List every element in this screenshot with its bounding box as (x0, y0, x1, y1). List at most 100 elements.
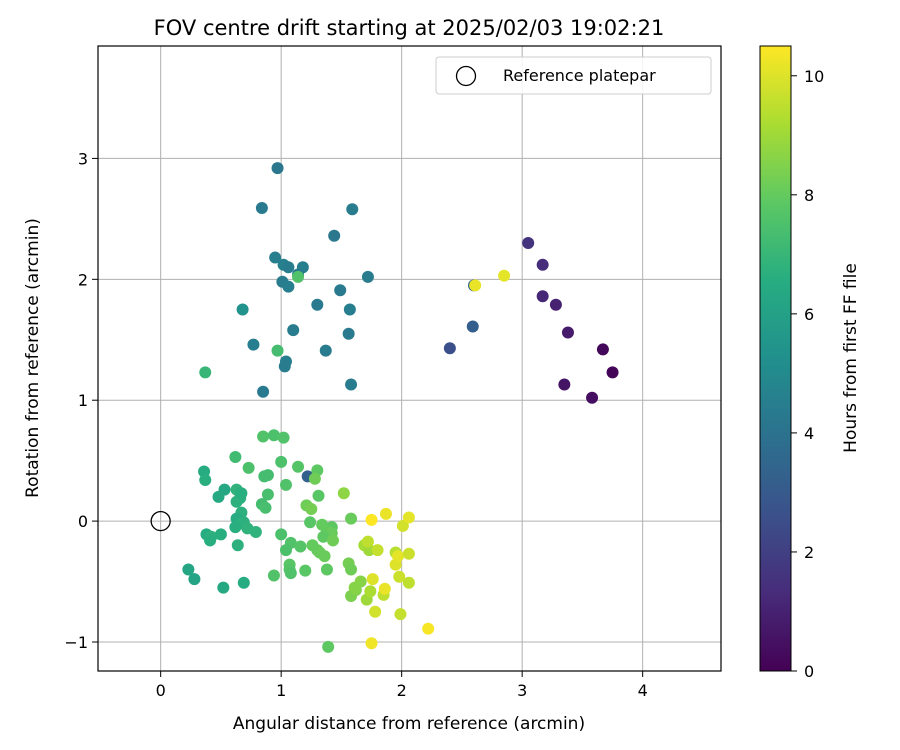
scatter-point (304, 516, 317, 529)
scatter-point (328, 229, 341, 242)
legend: Reference platepar (435, 56, 712, 95)
scatter-point (334, 284, 347, 297)
scatter-point (275, 528, 288, 541)
scatter-point (299, 564, 312, 577)
scatter-point (318, 550, 331, 563)
scatter-point (231, 539, 244, 552)
scatter-point (319, 344, 332, 357)
scatter-point (214, 528, 227, 541)
scatter-point (346, 203, 359, 216)
x-tick-label: 3 (517, 681, 527, 700)
plot-frame (97, 45, 722, 672)
scatter-point (342, 327, 355, 340)
scatter-point (361, 270, 374, 283)
x-tick-label: 4 (638, 681, 648, 700)
scatter-point (317, 530, 330, 543)
scatter-point (392, 550, 405, 563)
scatter-point (498, 269, 511, 282)
scatter-point (284, 567, 297, 580)
scatter-point (561, 326, 574, 339)
scatter-point (326, 534, 339, 547)
x-axis-label: Angular distance from reference (arcmin) (233, 714, 585, 734)
colorbar-tick-label: 10 (804, 67, 824, 86)
scatter-point (199, 366, 212, 379)
scatter-point (364, 585, 377, 598)
scatter-point (306, 539, 319, 552)
scatter-point (261, 469, 274, 482)
y-tick-label: 0 (78, 512, 88, 531)
y-tick-label: −1 (64, 633, 88, 652)
scatter-point (279, 478, 292, 491)
scatter-point (261, 488, 274, 501)
scatter-point (469, 279, 482, 292)
colorbar-tick-label: 8 (804, 186, 814, 205)
scatter-point (365, 513, 378, 526)
scatter-point (380, 507, 393, 520)
y-tick-label: 2 (78, 270, 88, 289)
colorbar-tick-label: 4 (804, 424, 814, 443)
scatter-point (586, 391, 599, 404)
grid-lines (98, 46, 721, 671)
scatter-point (247, 338, 260, 351)
scatter-point (443, 342, 456, 355)
colorbar-tick-label: 6 (804, 305, 814, 324)
scatter-point (549, 298, 562, 311)
scatter-point (287, 324, 300, 337)
scatter-point (361, 535, 374, 548)
scatter-point (229, 451, 242, 464)
scatter-point (249, 525, 262, 538)
reference-platepar-marker (150, 510, 171, 532)
y-tick-label: 1 (78, 391, 88, 410)
scatter-point (271, 344, 284, 357)
x-axis-ticks: 0 1 2 3 4 (156, 671, 648, 700)
scatter-point (312, 489, 325, 502)
scatter-point (343, 303, 356, 316)
reference-marker-layer (150, 510, 171, 532)
scatter-point (257, 385, 270, 398)
scatter-point (345, 563, 358, 576)
scatter-point (292, 460, 305, 473)
scatter-point (422, 622, 435, 635)
scatter-point (393, 570, 406, 583)
scatter-point (311, 298, 324, 311)
colorbar (759, 45, 792, 672)
y-axis-ticks: −1 0 1 2 3 (64, 149, 98, 652)
scatter-point (369, 605, 382, 618)
y-tick-label: 3 (78, 149, 88, 168)
scatter-point (255, 201, 268, 214)
scatter-point (269, 251, 282, 264)
x-tick-label: 2 (397, 681, 407, 700)
scatter-point (275, 455, 288, 468)
scatter-point (237, 576, 250, 589)
scatter-point (217, 581, 230, 594)
scatter-point (396, 519, 409, 532)
scatter-point (212, 490, 225, 503)
scatter-point (558, 378, 571, 391)
scatter-point (366, 573, 379, 586)
scatter-point (402, 511, 415, 524)
scatter-point (536, 258, 549, 271)
chart-title: FOV centre drift starting at 2025/02/03 … (154, 16, 665, 40)
scatter-point (294, 540, 307, 553)
scatter-point (259, 501, 272, 514)
scatter-point (204, 534, 217, 547)
scatter-point (394, 608, 407, 621)
colorbar-tick-label: 2 (804, 543, 814, 562)
scatter-point (378, 582, 391, 595)
scatter-point (242, 461, 255, 474)
scatter-points (182, 162, 619, 653)
legend-label: Reference platepar (503, 66, 656, 85)
scatter-point (278, 360, 291, 373)
scatter-point (199, 473, 212, 486)
scatter-point (354, 575, 367, 588)
scatter-point (236, 303, 249, 316)
scatter-point (522, 237, 535, 250)
scatter-point (466, 320, 479, 333)
scatter-point (235, 487, 248, 500)
scatter-point (365, 637, 378, 650)
scatter-point (402, 547, 415, 560)
scatter-point (606, 366, 619, 379)
scatter-point (322, 640, 335, 653)
legend-marker-icon (455, 65, 477, 87)
